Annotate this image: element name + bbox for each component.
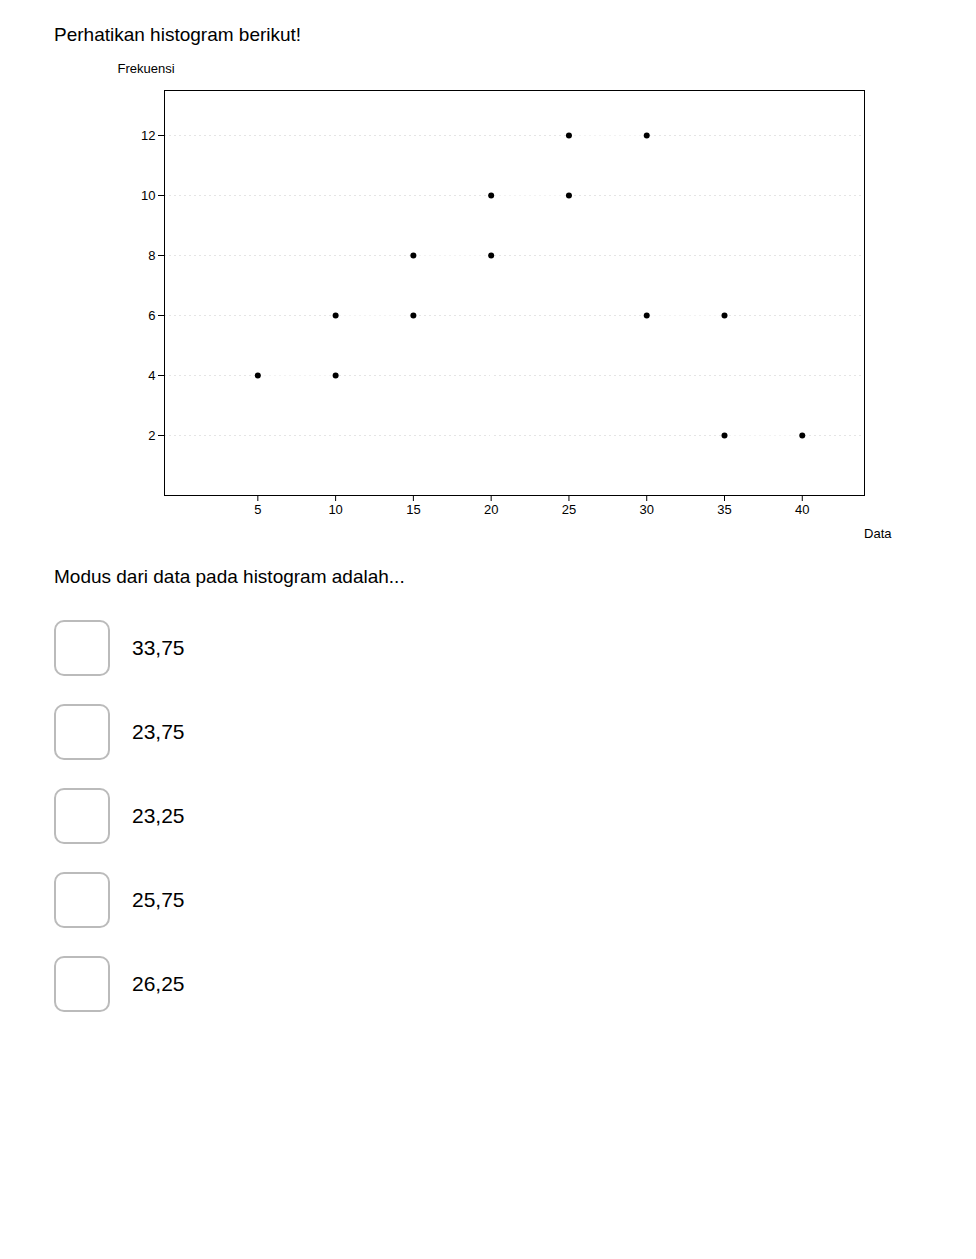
svg-text:12: 12 bbox=[141, 128, 155, 143]
svg-text:Data: Data bbox=[864, 526, 892, 541]
html-text:23,25: 23,25 bbox=[132, 804, 185, 827]
svg-text:30: 30 bbox=[639, 502, 653, 517]
html-text:Modus dari data pada histogram: Modus dari data pada histogram adalah... bbox=[54, 566, 405, 587]
svg-text:2: 2 bbox=[148, 428, 155, 443]
svg-text:35: 35 bbox=[717, 502, 731, 517]
svg-text:40: 40 bbox=[795, 502, 809, 517]
html-text:23,75: 23,75 bbox=[132, 720, 185, 743]
svg-text:Frekuensi: Frekuensi bbox=[118, 61, 175, 76]
html-text:Perhatikan histogram berikut!: Perhatikan histogram berikut! bbox=[54, 24, 302, 45]
svg-text:10: 10 bbox=[328, 502, 342, 517]
html-text:26,25: 26,25 bbox=[132, 972, 185, 995]
svg-text:25: 25 bbox=[562, 502, 576, 517]
svg-text:20: 20 bbox=[484, 502, 498, 517]
html-text:25,75: 25,75 bbox=[132, 888, 185, 911]
svg-text:5: 5 bbox=[254, 502, 261, 517]
svg-text:10: 10 bbox=[141, 188, 155, 203]
svg-text:15: 15 bbox=[406, 502, 420, 517]
svg-text:6: 6 bbox=[148, 308, 155, 323]
svg-text:4: 4 bbox=[148, 368, 155, 383]
html-text:33,75: 33,75 bbox=[132, 636, 185, 659]
svg-text:8: 8 bbox=[148, 248, 155, 263]
